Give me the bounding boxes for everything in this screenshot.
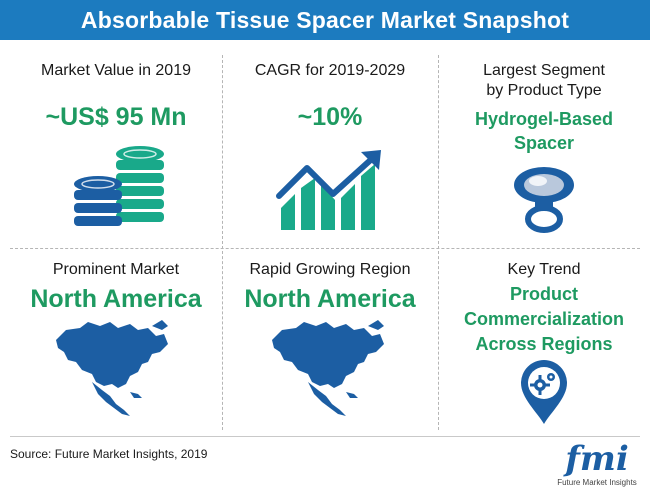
footer-divider <box>10 436 640 437</box>
cagr-label: CAGR for 2019-2029 <box>254 62 406 79</box>
growing-region-label: Rapid Growing Region <box>249 261 411 278</box>
prominent-market-value: North America <box>30 285 202 313</box>
segment-label-line1: Largest Segment <box>483 62 605 79</box>
coin-stack-icon <box>74 146 164 226</box>
prominent-market-cell: Prominent Market North America <box>8 260 224 314</box>
logo-text: fmi <box>565 439 629 479</box>
prominent-market-label: Prominent Market <box>52 261 180 278</box>
growing-region-value: North America <box>244 285 416 313</box>
divider-vertical-1 <box>222 55 223 430</box>
tissue-spacer-icon <box>514 167 574 233</box>
segment-label-line2: by Product Type <box>486 82 602 99</box>
key-trend-value-line2: Commercialization <box>463 309 625 329</box>
divider-vertical-2 <box>438 55 439 430</box>
cagr-value: ~10% <box>297 103 363 131</box>
segment-cell: Largest Segment by Product Type Hydrogel… <box>436 61 650 155</box>
north-america-map-icon <box>272 320 384 416</box>
market-value-value: ~US$ 95 Mn <box>45 103 187 131</box>
key-trend-value-line1: Product <box>509 284 578 304</box>
market-value-cell: Market Value in 2019 ~US$ 95 Mn <box>8 61 224 132</box>
market-value-label: Market Value in 2019 <box>40 62 191 79</box>
location-gear-icon <box>521 360 567 424</box>
segment-value-line1: Hydrogel-Based <box>474 109 614 129</box>
page-title: Absorbable Tissue Spacer Market Snapshot <box>0 0 650 40</box>
segment-value-line2: Spacer <box>513 133 575 153</box>
key-trend-label: Key Trend <box>507 261 581 278</box>
key-trend-value-line3: Across Regions <box>475 334 613 354</box>
north-america-map-icon <box>56 320 168 416</box>
cagr-cell: CAGR for 2019-2029 ~10% <box>222 61 438 132</box>
growing-region-cell: Rapid Growing Region North America <box>222 260 438 314</box>
divider-horizontal <box>10 248 640 249</box>
growth-chart-icon <box>276 150 381 230</box>
fmi-logo: fmi Future Market Insights <box>552 440 642 490</box>
key-trend-cell: Key Trend Product Commercialization Acro… <box>436 260 650 356</box>
source-note: Source: Future Market Insights, 2019 <box>10 447 208 461</box>
logo-subtitle: Future Market Insights <box>557 478 637 487</box>
